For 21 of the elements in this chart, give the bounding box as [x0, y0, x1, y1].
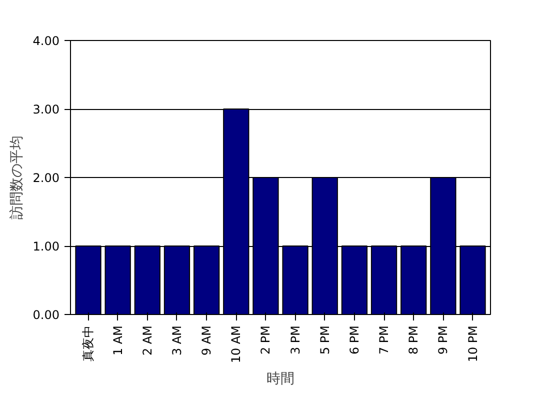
x-axis-title: 時間 [266, 371, 294, 388]
x-tick-label: 5 PM [318, 325, 332, 355]
y-tick-label: 4.00 [32, 34, 60, 48]
x-tick-label: 2 AM [140, 325, 154, 356]
x-tick-label: 3 PM [288, 325, 302, 355]
y-tick-label: 0.00 [32, 308, 60, 322]
y-tick-label: 1.00 [32, 240, 60, 254]
x-tick-label: 真夜中 [81, 326, 96, 362]
y-tick-label: 2.00 [32, 171, 60, 185]
x-tick-label: 9 AM [200, 325, 214, 356]
x-tick-label: 8 PM [406, 325, 421, 355]
x-tick-label: 7 PM [377, 325, 392, 355]
y-tick-label: 3.00 [32, 102, 60, 116]
x-tick-label: 3 AM [170, 325, 184, 356]
x-tick-label: 9 PM [436, 325, 450, 355]
x-tick-label: 6 PM [347, 325, 362, 355]
x-tick-label: 10 PM [466, 325, 480, 362]
x-tick-label: 1 AM [110, 325, 125, 356]
y-axis-title: 訪問数の平均 [8, 136, 25, 220]
x-tick-label: 2 PM [258, 325, 273, 355]
x-tick-label: 10 AM [229, 325, 244, 364]
